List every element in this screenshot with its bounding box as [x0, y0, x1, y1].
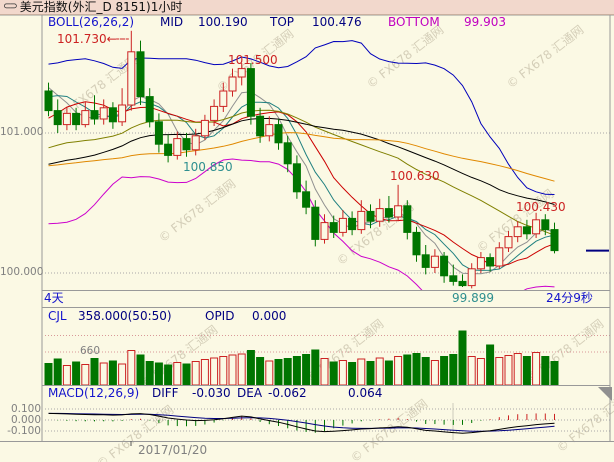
- boll-indicator-name[interactable]: BOLL(26,26,2): [48, 15, 135, 29]
- boll-top-value: 100.476: [312, 15, 362, 29]
- volume-axis-label: 660: [79, 345, 100, 357]
- macd-axis-label-zero: 0.000: [10, 414, 41, 426]
- annotation-shelf: 100.850: [183, 160, 233, 174]
- macd-diff-value: -0.030: [192, 386, 231, 400]
- left-arrow-icon: ←╌╌: [106, 32, 129, 46]
- low-price-label: 99.899: [452, 291, 494, 305]
- boll-bottom-label: BOTTOM: [388, 15, 440, 29]
- countdown-label: 24分9秒: [546, 291, 593, 305]
- macd-axis-label-pos: 0.100: [10, 403, 41, 415]
- macd-dea-value: -0.062: [268, 386, 307, 400]
- cjl-opid-value: 0.000: [252, 309, 287, 323]
- macd-indicator-name[interactable]: MACD(12,26,9): [48, 386, 140, 400]
- annotation-recent: 100.430: [516, 200, 566, 214]
- boll-bottom-value: 99.903: [464, 15, 506, 29]
- annotation-high: 101.730←╌╌: [57, 32, 129, 46]
- cjl-value: 358.000(50:50): [78, 309, 172, 323]
- chart-title: 美元指数(外汇_D 8151)1小时: [19, 0, 183, 14]
- cjl-opid-label: OPID: [205, 309, 235, 323]
- date-axis-label: 2017/01/20: [138, 443, 208, 457]
- boll-mid-label: MID: [160, 15, 184, 29]
- boll-top-label: TOP: [270, 15, 295, 29]
- macd-hist-value: 0.064: [348, 386, 383, 400]
- y-axis-label-100: 100.000: [0, 266, 44, 278]
- range-label: 4天: [44, 291, 64, 305]
- title-bar: ⊂⊃ 美元指数(外汇_D 8151)1小时: [0, 0, 614, 15]
- y-axis-label-101: 101.000: [0, 126, 44, 138]
- chart-link-icon[interactable]: ⊂⊃: [3, 1, 18, 12]
- macd-diff-label: DIFF: [152, 386, 179, 400]
- macd-axis-label-neg: -0.100: [7, 425, 41, 437]
- annotation-bounce: 100.630: [390, 169, 440, 183]
- annotation-peak: 101.500: [228, 53, 278, 67]
- macd-dea-label: DEA: [237, 386, 263, 400]
- cjl-indicator-name[interactable]: CJL: [48, 309, 67, 323]
- boll-mid-value: 100.190: [198, 15, 248, 29]
